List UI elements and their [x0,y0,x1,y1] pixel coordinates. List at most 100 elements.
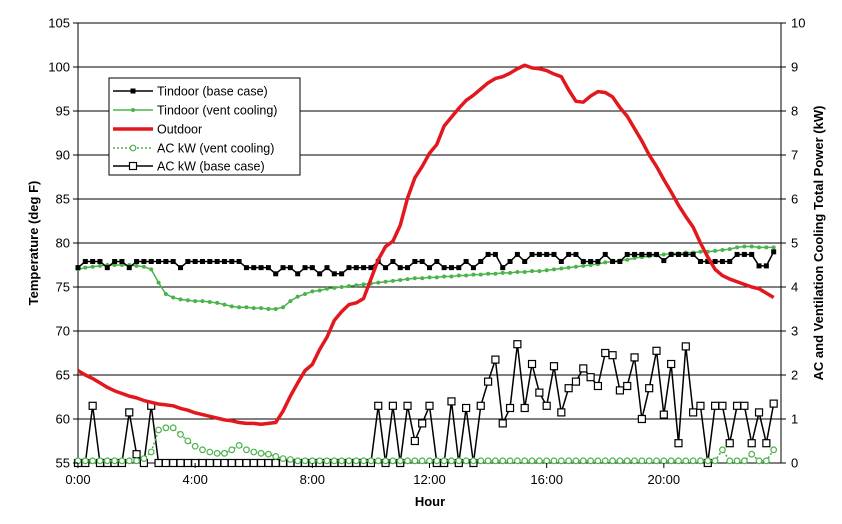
data-point [660,457,668,465]
data-point [214,258,220,264]
data-point [566,251,572,257]
series-ac-kw-vent-cooling [74,424,778,465]
data-point [185,258,191,264]
data-point [455,457,463,465]
data-point [361,282,366,287]
data-point [125,457,133,465]
data-point [425,401,434,410]
data-point [390,258,396,264]
data-point [549,362,559,371]
data-point [675,457,682,465]
data-point [427,265,432,271]
y-right-tick-label: 2 [791,368,798,383]
data-point [185,298,190,303]
data-point [309,265,315,271]
data-point [103,457,111,465]
legend-marker [130,88,136,94]
data-point [507,258,513,264]
data-point [630,353,639,362]
data-point [659,410,668,419]
data-point [478,272,483,277]
data-point [543,457,551,465]
data-point [273,307,278,311]
data-point [470,457,477,465]
data-point [565,457,573,465]
data-point [207,299,212,304]
data-point [478,258,484,264]
data-point [486,271,491,276]
data-point [727,258,733,264]
data-point [442,274,447,279]
data-point [338,457,346,465]
data-point [653,457,660,465]
data-point [558,258,564,264]
legend-label: Tindoor (vent cooling) [157,104,277,118]
data-point [227,458,236,468]
data-point [754,408,764,417]
data-point [631,457,638,465]
y-right-tick-label: 5 [791,236,798,251]
data-point [440,457,448,465]
data-point [711,457,719,465]
data-point [566,265,571,270]
data-point [281,305,286,310]
data-point [405,265,411,271]
data-point [133,457,140,465]
data-point [90,264,95,269]
data-point [192,258,198,264]
data-point [397,265,403,271]
data-point [696,401,705,410]
data-point [434,258,440,264]
y-left-tick-label: 75 [56,280,70,295]
data-point [286,456,294,463]
data-point [418,457,426,465]
data-point [535,457,543,465]
data-point [279,455,287,463]
data-point [427,275,432,280]
data-point [433,457,441,465]
data-point [390,278,395,283]
data-point [639,251,645,257]
data-point [148,258,154,264]
data-point [544,251,550,257]
x-tick-label: 8:00 [300,472,325,487]
data-point [410,436,419,446]
data-point [498,419,507,428]
data-point [667,359,676,369]
data-point [727,247,732,252]
data-point [147,448,155,456]
data-point [383,279,388,284]
data-point [542,401,551,410]
y-axis-left-title: Temperature (deg F) [26,181,41,306]
data-point [742,244,747,249]
y-right-tick-label: 8 [791,104,798,119]
data-point [735,245,740,250]
data-point [762,457,770,465]
data-point [134,258,140,264]
data-point [441,265,447,271]
y-right-tick-label: 0 [791,456,798,471]
data-point [477,457,485,465]
data-point [295,294,300,299]
data-point [374,457,382,465]
data-point [689,408,698,417]
data-point [184,437,192,445]
data-point [704,457,712,465]
data-point [418,419,427,428]
data-point [712,258,718,264]
data-point [748,450,756,458]
data-point [638,457,646,465]
series-tindoor-base-case [75,249,777,277]
data-point [412,258,418,264]
data-point [529,251,535,257]
data-point [242,458,251,468]
data-point [632,255,637,260]
data-point [323,457,331,465]
data-point [198,458,207,468]
data-point [624,251,630,257]
data-point [310,289,315,294]
data-point [537,269,542,274]
data-point [419,258,425,264]
data-point [228,446,236,454]
data-point [608,351,617,360]
